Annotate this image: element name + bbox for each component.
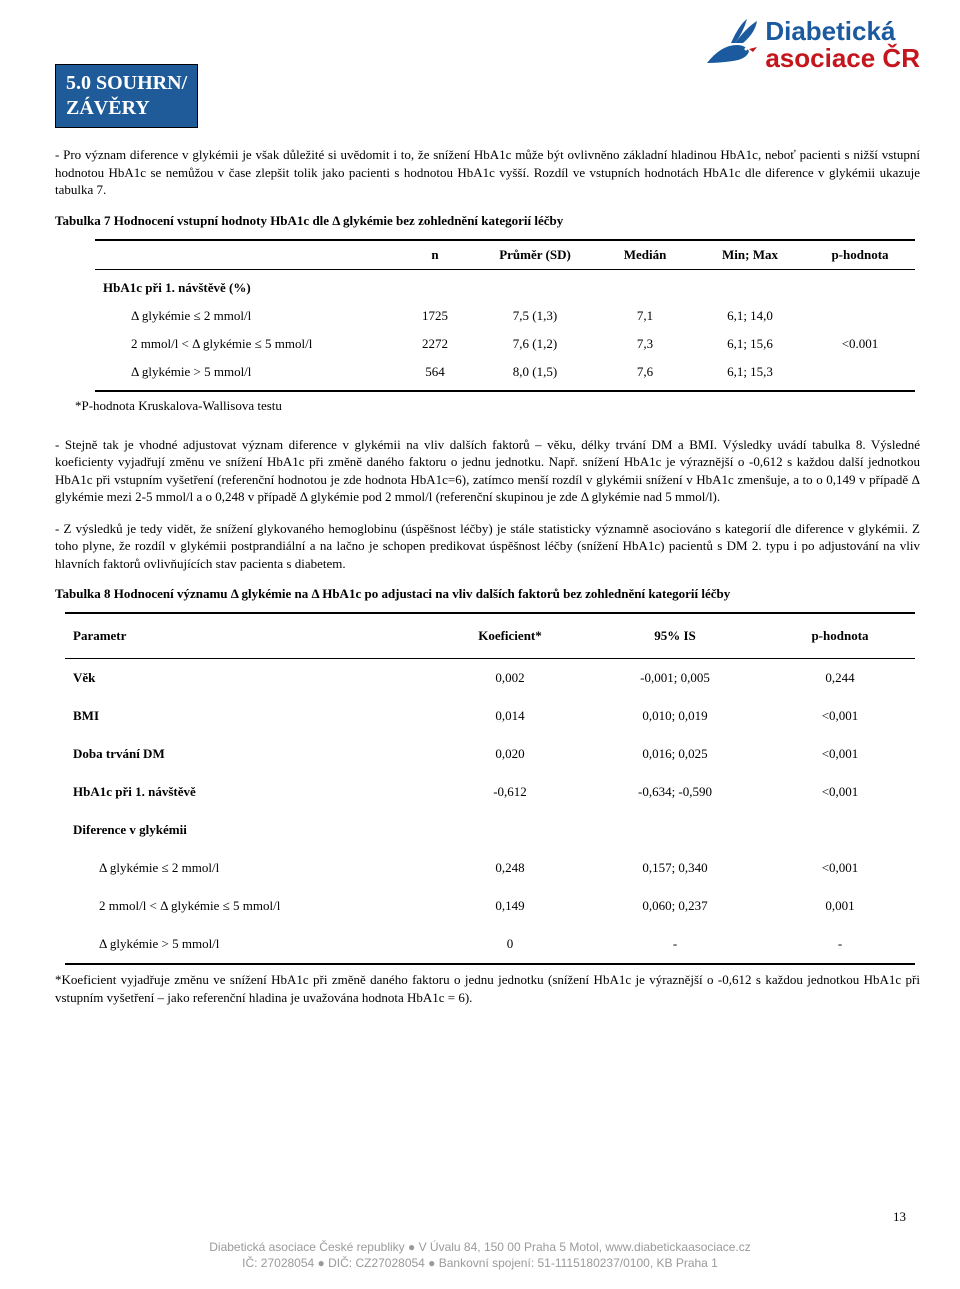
section-heading: 5.0 SOUHRN/ ZÁVĚRY: [55, 64, 198, 128]
t8-r2-p: <0,001: [765, 735, 915, 773]
t7-group-label: HbA1c při 1. návštěvě (%): [95, 269, 395, 302]
t8-r2-c: 0,020: [435, 735, 585, 773]
t7-r2-label: Δ glykémie > 5 mmol/l: [95, 358, 395, 391]
table-row: Δ glykémie ≤ 2 mmol/l 0,248 0,157; 0,340…: [65, 849, 915, 887]
t7-r2-mean: 8,0 (1,5): [475, 358, 595, 391]
hummingbird-icon: [703, 19, 759, 71]
t7-r1-mm: 6,1; 15,6: [695, 330, 805, 358]
t8-r6-l: 2 mmol/l < Δ glykémie ≤ 5 mmol/l: [65, 887, 435, 925]
t8-r6-c: 0,149: [435, 887, 585, 925]
paragraph-3: - Z výsledků je tedy vidět, že snížení g…: [55, 520, 920, 573]
t8-r3-p: <0,001: [765, 773, 915, 811]
t8-r5-p: <0,001: [765, 849, 915, 887]
t8-r5-l: Δ glykémie ≤ 2 mmol/l: [65, 849, 435, 887]
table7-footnote: *P-hodnota Kruskalova-Wallisova testu: [75, 398, 920, 414]
t7-r0-mm: 6,1; 14,0: [695, 302, 805, 330]
logo-line2: asociace ČR: [765, 45, 920, 72]
t8-r7-ci: -: [585, 925, 765, 964]
table7-caption: Tabulka 7 Hodnocení vstupní hodnoty HbA1…: [55, 213, 920, 229]
table-row: HbA1c při 1. návštěvě -0,612 -0,634; -0,…: [65, 773, 915, 811]
t7-r1-n: 2272: [395, 330, 475, 358]
t7-group-header: HbA1c při 1. návštěvě (%): [95, 269, 915, 302]
t7-r2-mm: 6,1; 15,3: [695, 358, 805, 391]
table-row: Diference v glykémii: [65, 811, 915, 849]
t8-r0-p: 0,244: [765, 659, 915, 698]
t8-r1-l: BMI: [65, 697, 435, 735]
table-row: Δ glykémie > 5 mmol/l 0 - -: [65, 925, 915, 964]
t8-r1-p: <0,001: [765, 697, 915, 735]
t8-r3-ci: -0,634; -0,590: [585, 773, 765, 811]
t8-r1-c: 0,014: [435, 697, 585, 735]
page-number: 13: [893, 1209, 906, 1225]
t7-r0-n: 1725: [395, 302, 475, 330]
logo-text: Diabetická asociace ČR: [765, 18, 920, 73]
table8-caption: Tabulka 8 Hodnocení významu Δ glykémie n…: [55, 586, 920, 602]
t8-h2: 95% IS: [585, 613, 765, 659]
t8-h1: Koeficient*: [435, 613, 585, 659]
table8-footnote: *Koeficient vyjadřuje změnu ve snížení H…: [55, 971, 920, 1006]
t7-h3: Medián: [595, 240, 695, 270]
t7-r1-med: 7,3: [595, 330, 695, 358]
table-row: BMI 0,014 0,010; 0,019 <0,001: [65, 697, 915, 735]
t8-r5-c: 0,248: [435, 849, 585, 887]
t8-r6-ci: 0,060; 0,237: [585, 887, 765, 925]
t8-r5-ci: 0,157; 0,340: [585, 849, 765, 887]
table-row: Doba trvání DM 0,020 0,016; 0,025 <0,001: [65, 735, 915, 773]
logo-line1: Diabetická: [765, 18, 920, 45]
t8-r2-ci: 0,016; 0,025: [585, 735, 765, 773]
page-footer: Diabetická asociace České republiky ● V …: [0, 1239, 960, 1271]
t7-r0-med: 7,1: [595, 302, 695, 330]
t8-r4-c: [435, 811, 585, 849]
t8-r7-l: Δ glykémie > 5 mmol/l: [65, 925, 435, 964]
t8-r2-l: Doba trvání DM: [65, 735, 435, 773]
t7-r2-med: 7,6: [595, 358, 695, 391]
table8: Parametr Koeficient* 95% IS p-hodnota Vě…: [65, 612, 915, 965]
t8-r3-l: HbA1c při 1. návštěvě: [65, 773, 435, 811]
t7-r0-mean: 7,5 (1,3): [475, 302, 595, 330]
footer-line1: Diabetická asociace České republiky ● V …: [0, 1239, 960, 1255]
t8-h3: p-hodnota: [765, 613, 915, 659]
t7-r1-label: 2 mmol/l < Δ glykémie ≤ 5 mmol/l: [95, 330, 395, 358]
t7-h2: Průměr (SD): [475, 240, 595, 270]
t8-r6-p: 0,001: [765, 887, 915, 925]
t7-h5: p-hodnota: [805, 240, 915, 270]
t7-r0-p: [805, 302, 915, 330]
table7: n Průměr (SD) Medián Min; Max p-hodnota …: [95, 239, 915, 392]
t8-r3-c: -0,612: [435, 773, 585, 811]
t8-r0-ci: -0,001; 0,005: [585, 659, 765, 698]
table8-caption-text: Tabulka 8 Hodnocení významu Δ glykémie n…: [55, 586, 730, 601]
t8-r4-p: [765, 811, 915, 849]
table-row: 2 mmol/l < Δ glykémie ≤ 5 mmol/l 0,149 0…: [65, 887, 915, 925]
table8-header-row: Parametr Koeficient* 95% IS p-hodnota: [65, 613, 915, 659]
t7-h0: [95, 240, 395, 270]
t7-r0-label: Δ glykémie ≤ 2 mmol/l: [95, 302, 395, 330]
t7-h1: n: [395, 240, 475, 270]
table-row: Δ glykémie > 5 mmol/l 564 8,0 (1,5) 7,6 …: [95, 358, 915, 391]
table-row: Δ glykémie ≤ 2 mmol/l 1725 7,5 (1,3) 7,1…: [95, 302, 915, 330]
footer-line2: IČ: 27028054 ● DIČ: CZ27028054 ● Bankovn…: [0, 1255, 960, 1271]
section-title-1: 5.0 SOUHRN/: [66, 72, 187, 94]
paragraph-2: - Stejně tak je vhodné adjustovat význam…: [55, 436, 920, 506]
t8-r7-c: 0: [435, 925, 585, 964]
table-row: 2 mmol/l < Δ glykémie ≤ 5 mmol/l 2272 7,…: [95, 330, 915, 358]
t8-r7-p: -: [765, 925, 915, 964]
t8-h0: Parametr: [65, 613, 435, 659]
table7-caption-text: Tabulka 7 Hodnocení vstupní hodnoty HbA1…: [55, 213, 563, 228]
t7-r2-p: [805, 358, 915, 391]
t8-r0-c: 0,002: [435, 659, 585, 698]
table7-header-row: n Průměr (SD) Medián Min; Max p-hodnota: [95, 240, 915, 270]
t8-r4-l: Diference v glykémii: [65, 811, 435, 849]
org-logo: Diabetická asociace ČR: [703, 18, 920, 73]
t7-r2-n: 564: [395, 358, 475, 391]
t7-r1-p: <0.001: [805, 330, 915, 358]
table-row: Věk 0,002 -0,001; 0,005 0,244: [65, 659, 915, 698]
t8-r4-ci: [585, 811, 765, 849]
paragraph-1: - Pro význam diference v glykémii je vša…: [55, 146, 920, 199]
t8-r0-l: Věk: [65, 659, 435, 698]
t8-r1-ci: 0,010; 0,019: [585, 697, 765, 735]
section-title-2: ZÁVĚRY: [66, 97, 150, 119]
t7-r1-mean: 7,6 (1,2): [475, 330, 595, 358]
t7-h4: Min; Max: [695, 240, 805, 270]
